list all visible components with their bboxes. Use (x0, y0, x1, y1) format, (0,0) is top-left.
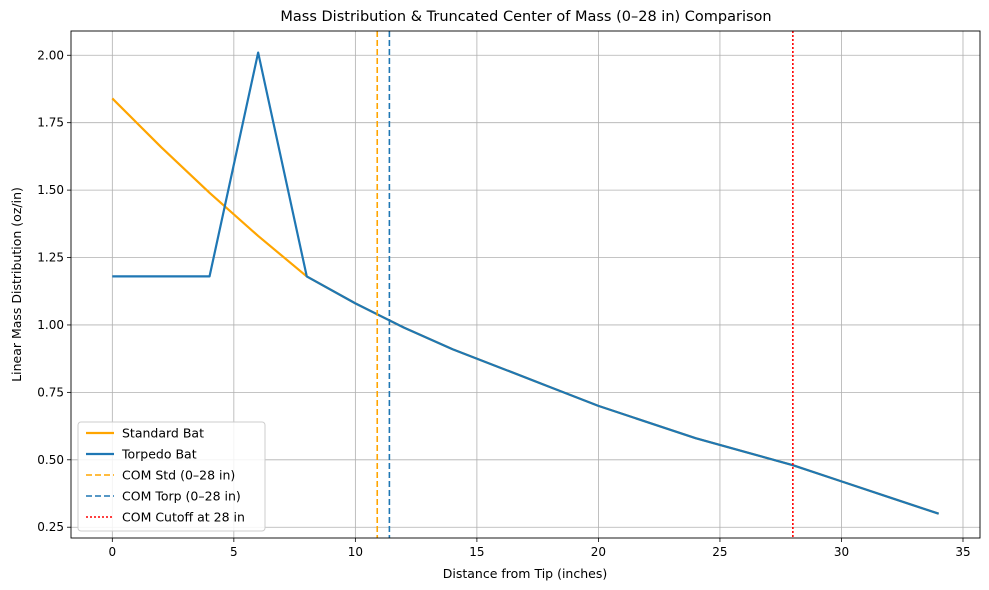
x-tick-label: 15 (469, 545, 484, 559)
legend-label-torpedo-bat: Torpedo Bat (121, 447, 197, 462)
y-tick-label: 2.00 (37, 48, 64, 62)
y-tick-label: 1.25 (37, 251, 64, 265)
y-tick-label: 1.00 (37, 318, 64, 332)
x-axis-label: Distance from Tip (inches) (443, 566, 607, 581)
x-tick-label: 0 (108, 545, 116, 559)
legend-box (77, 421, 266, 532)
legend: Standard Bat Torpedo Bat COM Std (0–28 in)… (77, 421, 266, 532)
x-tick-label: 20 (591, 545, 606, 559)
series-line-torpedo-bat (112, 51, 940, 515)
y-axis-label: Linear Mass Distribution (oz/in) (9, 187, 24, 382)
legend-label-com-torp-0-28-in: COM Torp (0–28 in) (122, 489, 241, 504)
ticks: 0 5 10 15 20 25 30 35 0.25 0.50 0.75 1.00 1.25 1.50 1.… (37, 48, 970, 559)
legend-label-com-std-0-28-in: COM Std (0–28 in) (122, 468, 235, 483)
x-tick-label: 35 (955, 545, 970, 559)
y-tick-label: 1.50 (37, 183, 64, 197)
grid (71, 31, 980, 538)
legend-label-com-cutoff-at-28-in: COM Cutoff at 28 in (122, 510, 245, 525)
plot-area (111, 31, 940, 538)
chart-title: Mass Distribution & Truncated Center of … (280, 9, 771, 25)
x-tick-label: 10 (348, 545, 363, 559)
x-tick-label: 25 (712, 545, 727, 559)
y-tick-label: 0.50 (37, 453, 64, 467)
plot-frame (70, 30, 981, 539)
x-tick-label: 30 (834, 545, 849, 559)
y-tick-label: 1.75 (37, 116, 64, 130)
y-tick-label: 0.25 (37, 520, 64, 534)
y-tick-label: 0.75 (37, 385, 64, 399)
x-tick-label: 5 (230, 545, 238, 559)
legend-label-standard-bat: Standard Bat (122, 426, 204, 441)
